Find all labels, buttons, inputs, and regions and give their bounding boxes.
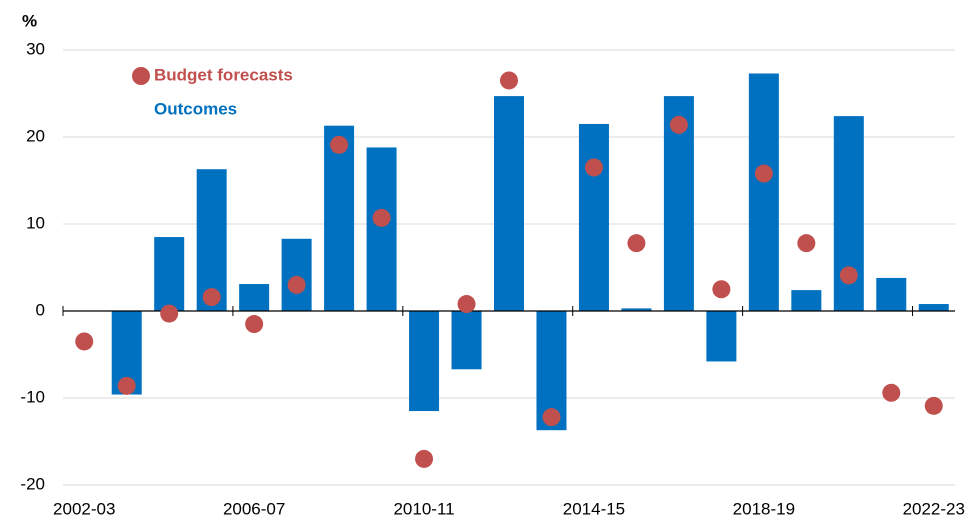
dot bbox=[457, 295, 476, 314]
bar bbox=[409, 311, 440, 412]
bar bbox=[494, 96, 524, 311]
dot bbox=[882, 383, 901, 402]
dot bbox=[712, 280, 731, 299]
bar bbox=[748, 73, 779, 312]
legend-marker bbox=[132, 67, 150, 85]
dot bbox=[542, 408, 561, 427]
legend-label: Budget forecasts bbox=[154, 65, 293, 84]
dot bbox=[627, 234, 646, 253]
x-tick-label: 2014-15 bbox=[563, 499, 625, 518]
bar bbox=[791, 290, 822, 311]
bar bbox=[451, 311, 482, 370]
bar bbox=[706, 311, 737, 362]
dot bbox=[669, 115, 688, 134]
bar bbox=[578, 123, 609, 311]
dot bbox=[372, 208, 391, 227]
y-tick-label: -20 bbox=[20, 474, 45, 493]
bar bbox=[621, 308, 652, 311]
y-tick-label: 0 bbox=[36, 300, 45, 319]
bar bbox=[196, 169, 227, 311]
bar bbox=[918, 304, 949, 311]
bar bbox=[239, 284, 270, 311]
y-tick-label: 10 bbox=[26, 213, 45, 232]
y-tick-label: -10 bbox=[20, 387, 45, 406]
x-tick-label: 2006-07 bbox=[223, 499, 285, 518]
dot bbox=[330, 135, 349, 154]
x-tick-label: 2018-19 bbox=[733, 499, 795, 518]
dot bbox=[160, 304, 179, 323]
dot bbox=[287, 275, 306, 294]
dot bbox=[797, 234, 816, 253]
dot bbox=[924, 396, 943, 415]
y-tick-label: 20 bbox=[26, 126, 45, 145]
y-axis-unit: % bbox=[22, 11, 37, 30]
dot bbox=[754, 164, 773, 183]
dot bbox=[75, 332, 94, 351]
dot bbox=[500, 71, 518, 90]
dot bbox=[415, 449, 434, 468]
y-tick-label: 30 bbox=[26, 39, 45, 58]
dot bbox=[584, 158, 603, 177]
bar bbox=[876, 277, 907, 311]
bar bbox=[366, 147, 397, 311]
bar bbox=[154, 237, 185, 311]
dot bbox=[202, 288, 221, 307]
x-tick-label: 2010-11 bbox=[393, 499, 454, 518]
legend-label: Outcomes bbox=[154, 99, 237, 118]
dot bbox=[245, 315, 264, 334]
bar bbox=[281, 238, 312, 311]
dot bbox=[839, 266, 858, 285]
x-tick-label: 2002-03 bbox=[53, 499, 115, 518]
dot bbox=[117, 376, 136, 395]
bar bbox=[324, 125, 355, 311]
x-tick-label: 2022-23 bbox=[903, 499, 965, 518]
